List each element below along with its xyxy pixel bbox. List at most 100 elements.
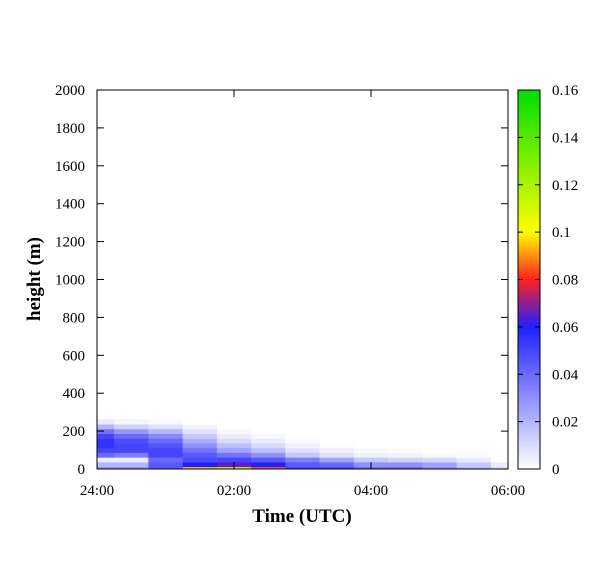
heatmap-cell	[422, 419, 458, 425]
heatmap-cell	[456, 419, 492, 425]
heatmap-cells	[97, 419, 508, 469]
y-tick-label: 400	[63, 386, 86, 402]
heatmap-cell	[216, 442, 252, 449]
heatmap-cell	[251, 457, 286, 463]
heatmap-cell	[148, 423, 184, 430]
heatmap-cell	[148, 428, 184, 434]
heatmap-cell	[422, 447, 458, 453]
heatmap-cell	[148, 438, 184, 444]
heatmap-cell	[388, 428, 423, 434]
heatmap-cell	[148, 433, 184, 439]
heatmap-cell	[285, 457, 321, 463]
heatmap-cell	[285, 428, 321, 434]
heatmap-cell	[148, 442, 184, 449]
heatmap-cell	[388, 452, 423, 458]
heatmap-cell	[114, 442, 149, 449]
heatmap-cell	[490, 423, 508, 430]
heatmap-cell	[353, 447, 389, 453]
heatmap-cell	[148, 457, 184, 463]
heatmap-cell	[319, 461, 355, 468]
heatmap-cell	[182, 461, 218, 468]
colorbar-tick-label: 0.12	[552, 178, 578, 194]
heatmap-cell	[97, 447, 115, 453]
heatmap-cell	[97, 461, 115, 468]
heatmap-cell	[251, 466, 286, 469]
heatmap-cell	[388, 442, 423, 449]
heatmap-cell	[97, 419, 115, 425]
heatmap-cell	[251, 419, 286, 425]
heatmap-cell	[422, 461, 458, 468]
heatmap-cell	[97, 438, 115, 444]
y-tick-label: 1000	[55, 273, 85, 289]
y-tick-label: 1400	[55, 197, 85, 213]
heatmap-cell	[251, 442, 286, 449]
heatmap-cell	[182, 438, 218, 444]
y-tick-label: 0	[78, 462, 86, 478]
heatmap-cell	[319, 452, 355, 458]
heatmap-cell	[251, 447, 286, 453]
heatmap-cell	[114, 419, 149, 425]
heatmap-cell	[216, 438, 252, 444]
heatmap-cell	[97, 433, 115, 439]
heatmap-cell	[114, 447, 149, 453]
heatmap-cell	[285, 433, 321, 439]
heatmap-cell	[456, 428, 492, 434]
y-tick-label: 1200	[55, 235, 85, 251]
heatmap-cell	[148, 452, 184, 458]
heatmap-cell	[148, 461, 184, 468]
heatmap-cell	[490, 452, 508, 458]
plot-frame	[96, 89, 509, 470]
heatmap-cell	[97, 442, 115, 449]
heatmap-cell	[285, 438, 321, 444]
heatmap-cell	[319, 433, 355, 439]
heatmap-cell	[251, 433, 286, 439]
heatmap-cell	[388, 461, 423, 468]
heatmap-cell	[456, 461, 492, 468]
heatmap-cell	[456, 442, 492, 449]
x-axis-title: Time (UTC)	[252, 506, 351, 527]
heatmap-cell	[285, 442, 321, 449]
heatmap-cell	[422, 442, 458, 449]
heatmap-cell	[97, 428, 115, 434]
heatmap-cell	[182, 423, 218, 430]
heatmap-cell	[251, 428, 286, 434]
heatmap-cell	[490, 461, 508, 468]
heatmap-cell	[422, 466, 458, 469]
y-axis: 0 200 400 600 800 1000 1200 1400 1600 1800 2000	[55, 83, 508, 478]
heatmap-cell	[114, 433, 149, 439]
heatmap-cell	[97, 457, 115, 463]
colorbar-axis: 0 0.02 0.04 0.06 0.08 0.1 0.12 0.14 0.16	[518, 83, 579, 478]
heatmap-cell	[490, 419, 508, 425]
heatmap-cell	[182, 452, 218, 458]
heatmap-cell	[216, 419, 252, 425]
heatmap-cell	[319, 423, 355, 430]
heatmap-cell	[216, 457, 252, 463]
heatmap-cell	[388, 423, 423, 430]
heatmap-cell	[388, 447, 423, 453]
heatmap-cell	[114, 438, 149, 444]
heatmap-cell	[490, 438, 508, 444]
heatmap-cell	[285, 447, 321, 453]
heatmap-cell	[490, 457, 508, 463]
heatmap-cell	[353, 423, 389, 430]
heatmap-cell	[319, 442, 355, 449]
colorbar-tick-label: 0.02	[552, 415, 578, 431]
heatmap-cell	[353, 433, 389, 439]
x-tick-label: 04:00	[354, 483, 388, 499]
heatmap-cell	[490, 442, 508, 449]
colorbar-tick-label: 0.14	[552, 130, 579, 146]
heatmap-cell	[216, 428, 252, 434]
heatmap-cell	[456, 433, 492, 439]
heatmap-cell	[114, 466, 149, 469]
heatmap-cell	[97, 466, 115, 469]
heatmap-cell	[114, 428, 149, 434]
heatmap-cell	[114, 461, 149, 468]
colorbar-tick-label: 0.1	[552, 225, 571, 241]
heatmap-cell	[251, 423, 286, 430]
heatmap-cell	[182, 447, 218, 453]
heatmap-cell	[388, 419, 423, 425]
y-tick-label: 200	[63, 424, 86, 440]
heatmap-cell	[114, 423, 149, 430]
heatmap-cell	[285, 466, 321, 469]
